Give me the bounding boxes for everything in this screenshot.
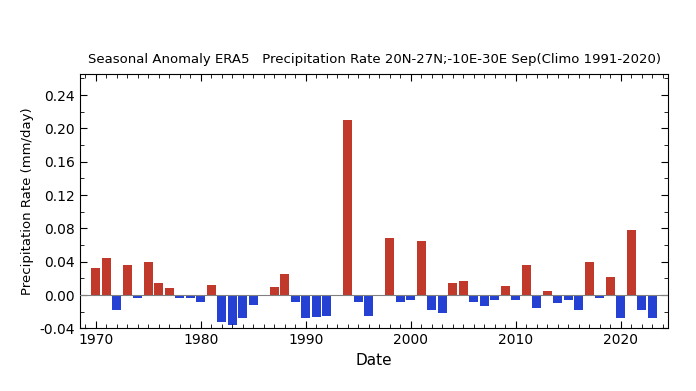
Bar xyxy=(270,287,279,295)
Bar xyxy=(238,295,247,318)
Bar xyxy=(312,295,321,317)
Bar xyxy=(217,295,226,322)
Bar xyxy=(543,291,552,295)
Bar xyxy=(228,295,237,325)
Bar xyxy=(427,295,436,310)
Bar xyxy=(448,283,457,295)
Bar xyxy=(574,295,583,310)
Bar xyxy=(122,265,132,295)
Bar xyxy=(144,262,152,295)
Bar xyxy=(322,295,331,316)
Bar xyxy=(638,295,647,310)
Bar xyxy=(522,265,531,295)
Bar xyxy=(469,295,478,302)
Bar xyxy=(301,295,310,318)
Bar xyxy=(196,295,205,302)
Bar xyxy=(175,295,184,298)
Bar xyxy=(365,295,373,316)
Bar xyxy=(417,241,426,295)
Bar xyxy=(553,295,562,303)
Bar xyxy=(512,295,521,300)
Bar xyxy=(112,295,121,310)
Bar xyxy=(354,295,363,302)
Bar xyxy=(596,295,604,298)
Bar xyxy=(333,295,342,296)
Bar xyxy=(396,295,405,302)
Bar xyxy=(501,286,510,295)
Bar xyxy=(459,281,468,295)
Bar xyxy=(617,295,626,318)
Bar xyxy=(438,295,447,314)
Bar xyxy=(627,230,636,295)
Bar xyxy=(648,295,657,318)
Y-axis label: Precipitation Rate (mm/day): Precipitation Rate (mm/day) xyxy=(21,108,34,295)
Bar xyxy=(91,269,100,295)
Bar xyxy=(102,258,111,295)
Bar xyxy=(585,262,594,295)
Bar xyxy=(155,283,164,295)
Bar xyxy=(260,295,268,296)
Bar xyxy=(186,295,195,298)
Bar xyxy=(532,295,541,308)
Title: Seasonal Anomaly ERA5   Precipitation Rate 20N-27N;-10E-30E Sep(Climo 1991-2020): Seasonal Anomaly ERA5 Precipitation Rate… xyxy=(88,53,661,66)
X-axis label: Date: Date xyxy=(356,353,393,368)
Bar xyxy=(343,120,352,295)
Bar xyxy=(165,289,174,295)
Bar xyxy=(207,285,216,295)
Bar xyxy=(406,295,416,300)
Bar xyxy=(280,274,290,295)
Bar xyxy=(491,295,499,300)
Bar xyxy=(386,239,395,295)
Bar xyxy=(291,295,300,302)
Bar xyxy=(480,295,489,306)
Bar xyxy=(564,295,573,300)
Bar xyxy=(606,277,615,295)
Bar xyxy=(249,295,258,305)
Bar xyxy=(134,295,142,298)
